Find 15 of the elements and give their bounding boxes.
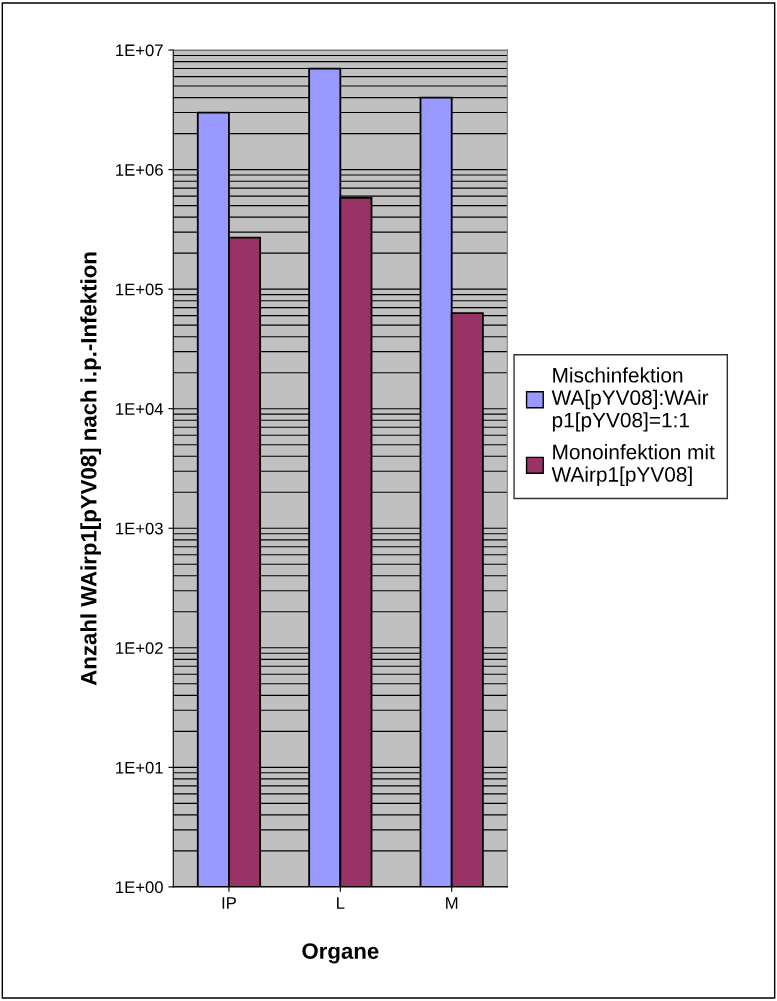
legend-label: Mischinfektion WA[pYV08]:WAir p1[pYV08]=1:1 xyxy=(551,367,709,432)
x-axis-title: Organe xyxy=(302,943,379,964)
y-tick-label: 1E+06 xyxy=(116,164,163,176)
x-tick-label: IP xyxy=(222,897,236,909)
y-tick-label: 1E+01 xyxy=(116,761,163,774)
y-tick-label: 1E+07 xyxy=(116,44,163,57)
y-tick-label: 1E+05 xyxy=(116,283,163,296)
y-tick-label: 1E+02 xyxy=(116,642,163,654)
x-tick-label: L xyxy=(337,897,345,909)
y-tick-label: 1E+04 xyxy=(116,403,164,415)
y-axis-title: Anzahl WAirp1[pYV08] nach i.p.-Infektion xyxy=(80,252,101,686)
legend-label: Monoinfektion mit WAirp1[pYV08] xyxy=(551,444,715,486)
y-tick-label: 1E+00 xyxy=(116,881,163,894)
x-tick-label: M xyxy=(446,897,458,909)
y-tick-label: 1E+03 xyxy=(116,522,163,535)
